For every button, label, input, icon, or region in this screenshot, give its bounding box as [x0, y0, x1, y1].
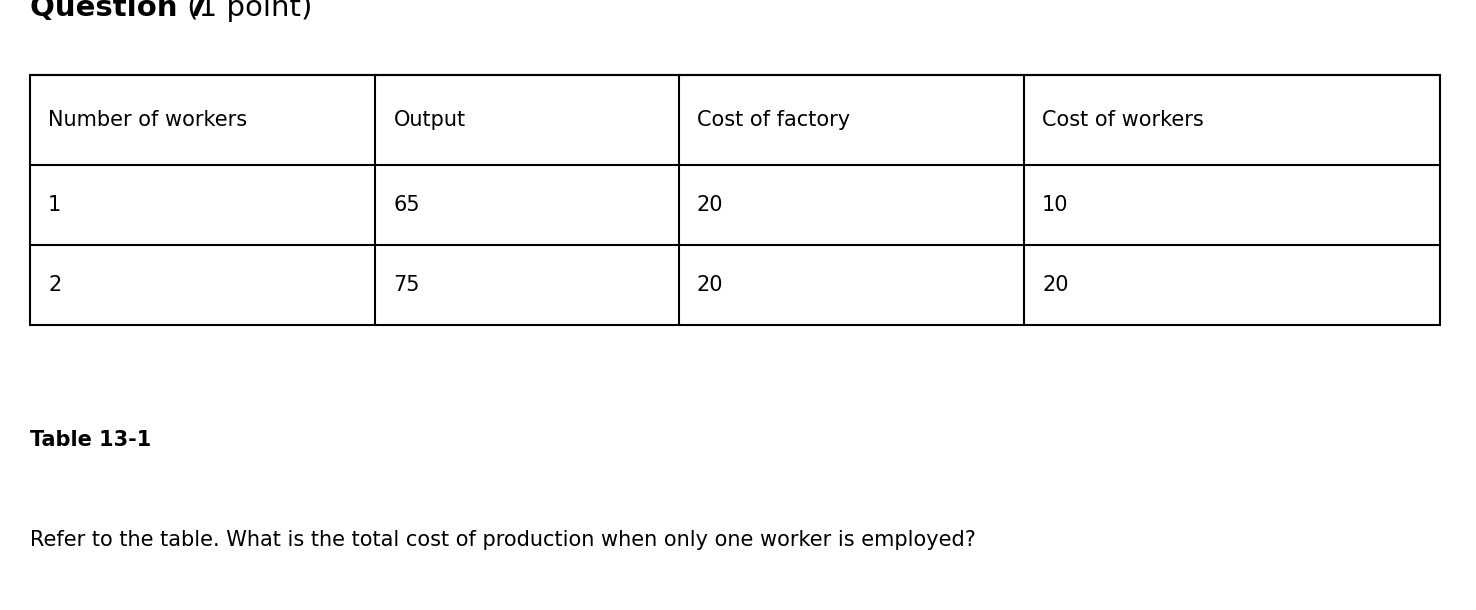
Text: 20: 20: [1042, 275, 1069, 295]
Text: Output: Output: [394, 110, 465, 130]
Text: Table 13-1: Table 13-1: [30, 430, 151, 450]
Text: Number of workers: Number of workers: [49, 110, 246, 130]
Text: 65: 65: [394, 195, 421, 215]
Text: Cost of factory: Cost of factory: [697, 110, 850, 130]
Text: (1 point): (1 point): [179, 0, 313, 22]
Bar: [30, 75, 1441, 325]
Text: 10: 10: [1042, 195, 1069, 215]
Text: Cost of workers: Cost of workers: [1042, 110, 1204, 130]
Text: 20: 20: [697, 195, 723, 215]
Text: 2: 2: [49, 275, 61, 295]
Text: Refer to the table. What is the total cost of production when only one worker is: Refer to the table. What is the total co…: [30, 530, 976, 550]
Text: Question 7: Question 7: [30, 0, 208, 22]
Text: 75: 75: [394, 275, 421, 295]
Text: 20: 20: [697, 275, 723, 295]
Text: 1: 1: [49, 195, 61, 215]
